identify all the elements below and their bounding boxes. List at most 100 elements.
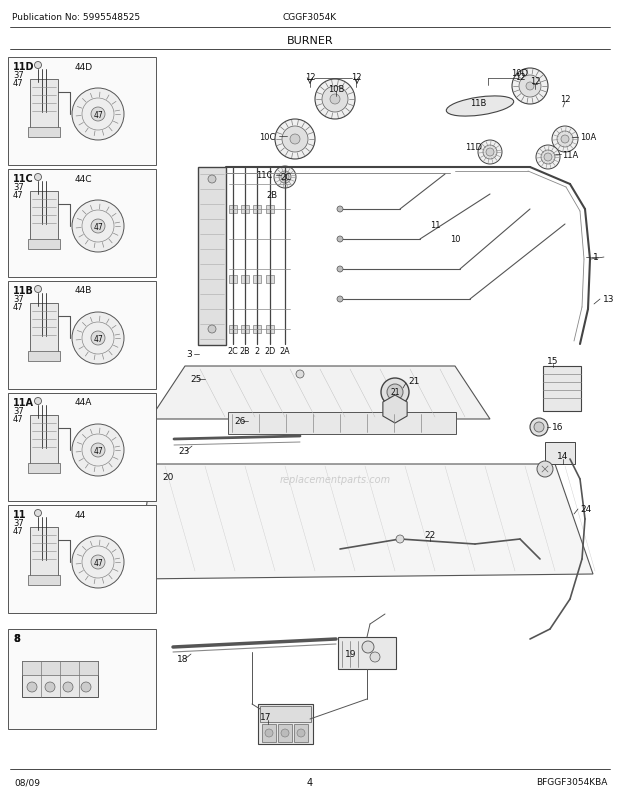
Text: 47: 47 [93,559,103,568]
Text: 10C: 10C [259,132,275,141]
Bar [228,412,456,435]
Bar [241,326,249,334]
Text: 25: 25 [190,375,202,384]
Text: BFGGF3054KBA: BFGGF3054KBA [537,777,608,787]
Circle shape [536,146,560,170]
Circle shape [297,729,305,737]
Bar [8,282,156,390]
Text: 21: 21 [408,377,419,386]
Circle shape [322,87,348,113]
Text: BURNER: BURNER [286,36,334,46]
Bar [30,415,58,465]
Circle shape [478,141,502,164]
Text: 11C: 11C [13,174,33,184]
Bar [266,206,274,214]
Text: 11A: 11A [13,398,34,407]
Circle shape [282,127,308,153]
Text: 37: 37 [13,184,24,192]
Text: 10A: 10A [580,133,596,142]
Circle shape [274,167,296,188]
Text: 37: 37 [13,71,24,80]
Text: 11: 11 [13,509,27,520]
Bar [8,394,156,501]
Text: 24: 24 [580,505,591,514]
Bar [241,206,249,214]
Text: 37: 37 [13,295,24,304]
Ellipse shape [446,97,514,117]
Circle shape [72,200,124,253]
Circle shape [534,423,544,432]
Bar [198,168,226,346]
Text: 4: 4 [307,777,313,787]
Text: 2D: 2D [264,347,276,356]
Text: 12: 12 [305,72,315,81]
Bar [8,58,156,166]
Bar [28,575,60,585]
Circle shape [544,154,552,162]
Circle shape [45,683,55,692]
Circle shape [35,510,42,516]
Circle shape [561,136,569,144]
Circle shape [35,398,42,405]
Bar [338,638,396,669]
Circle shape [541,151,555,164]
Circle shape [91,555,105,569]
Circle shape [72,424,124,476]
Text: 11A: 11A [562,150,578,160]
Bar [8,170,156,277]
Bar [241,276,249,284]
Text: 15: 15 [547,357,559,366]
Bar [30,528,58,577]
Bar [28,128,60,138]
Text: 12: 12 [351,72,361,81]
Bar [543,367,581,411]
Circle shape [483,146,497,160]
Circle shape [315,80,355,119]
Circle shape [72,537,124,588]
Text: 44C: 44C [75,174,92,184]
Bar [258,704,313,744]
Circle shape [557,132,573,148]
Text: 11D: 11D [465,144,482,152]
Circle shape [396,535,404,543]
Text: 44A: 44A [75,398,92,407]
Text: 11: 11 [430,221,440,229]
Circle shape [530,419,548,436]
Bar [266,326,274,334]
Text: 10D: 10D [512,70,528,79]
Text: 14: 14 [557,452,569,461]
Circle shape [35,174,42,181]
Text: 47: 47 [93,447,103,456]
Text: 2A: 2A [280,347,290,356]
Circle shape [362,642,374,653]
Circle shape [337,237,343,243]
Circle shape [91,444,105,457]
Circle shape [387,384,403,400]
Bar [278,724,292,742]
Bar [30,304,58,354]
Text: 12: 12 [529,78,540,87]
Bar [8,505,156,614]
Text: 47: 47 [93,111,103,120]
Bar [229,276,237,284]
Bar [229,206,237,214]
Text: 47: 47 [13,303,24,312]
Circle shape [63,683,73,692]
Text: 47: 47 [13,191,24,200]
Text: 20: 20 [162,473,174,482]
Polygon shape [135,464,593,579]
Text: 12: 12 [560,95,570,104]
Text: 37: 37 [13,519,24,528]
Circle shape [35,286,42,294]
Bar [253,276,261,284]
Circle shape [208,326,216,334]
Circle shape [91,107,105,122]
Circle shape [279,172,291,184]
Circle shape [486,149,494,157]
Circle shape [72,89,124,141]
Text: 44D: 44D [75,63,93,71]
Text: 11B: 11B [13,286,34,296]
Circle shape [370,652,380,662]
Text: 44: 44 [75,510,86,519]
Text: 17: 17 [260,713,272,722]
